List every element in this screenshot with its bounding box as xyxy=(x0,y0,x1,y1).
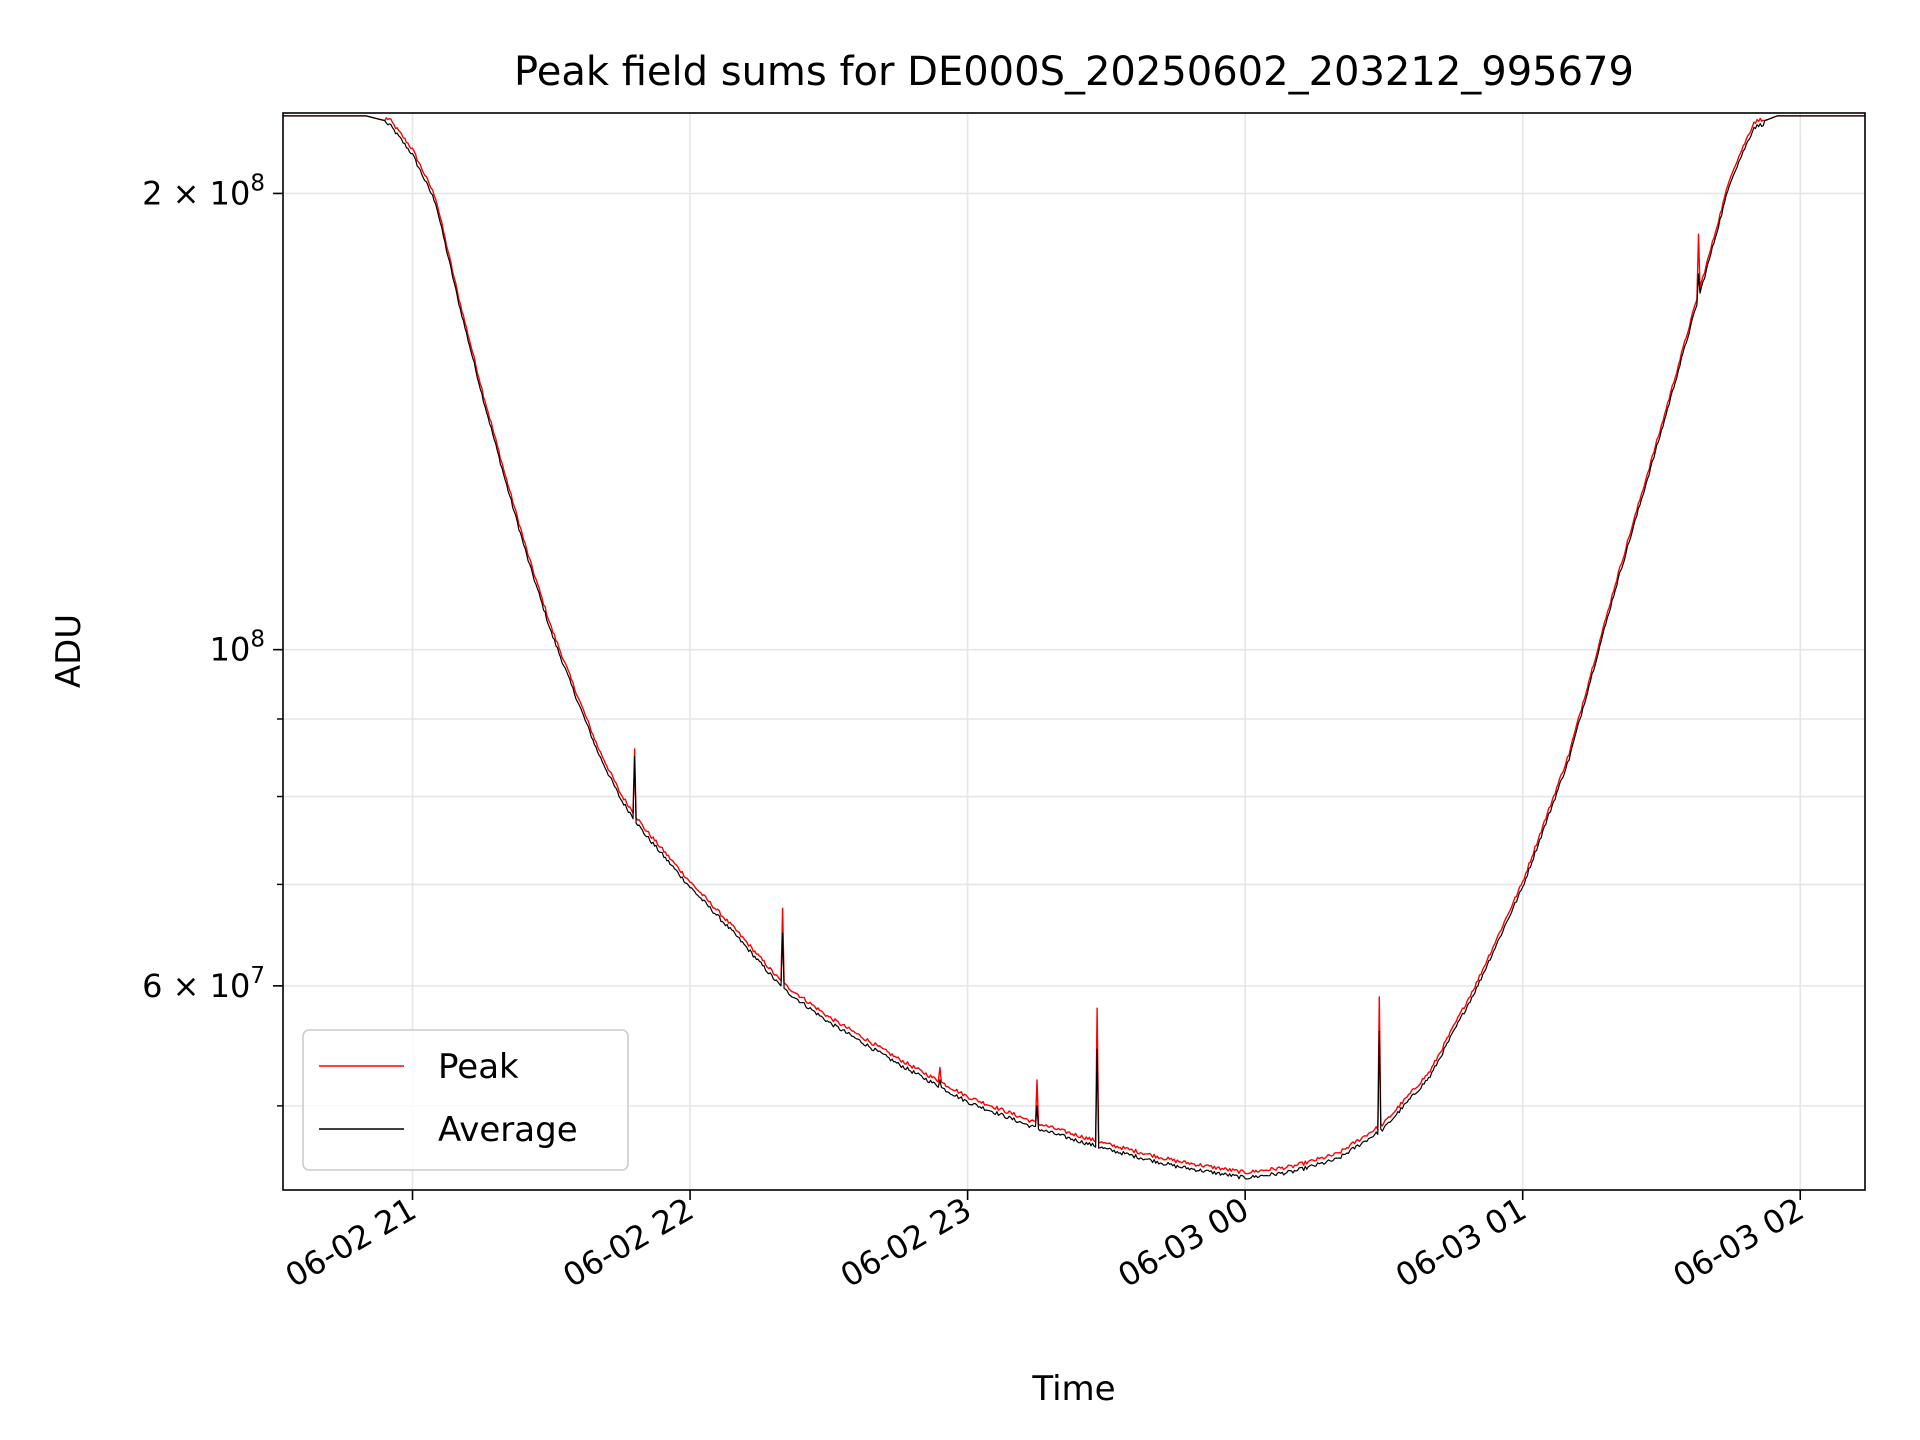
series-line-peak xyxy=(283,115,1865,1175)
y-tick-label: 108 xyxy=(210,627,265,669)
plot-frame xyxy=(282,112,1866,1191)
y-tick-label: 2 × 108 xyxy=(142,170,265,212)
series-layer xyxy=(283,115,1865,1180)
legend-label-average: Average xyxy=(438,1110,578,1150)
y-tick-label: 6 × 107 xyxy=(142,963,265,1005)
legend-box xyxy=(302,1029,629,1171)
legend: Peak Average xyxy=(302,1029,629,1171)
x-axis-label: Time xyxy=(1031,1369,1115,1409)
legend-label-peak: Peak xyxy=(438,1047,519,1087)
grid-layer xyxy=(283,113,1865,1190)
y-axis-label: ADU xyxy=(49,614,89,688)
chart-title: Peak field sums for DE000S_20250602_2032… xyxy=(514,49,1634,95)
series-line-average xyxy=(283,115,1865,1180)
